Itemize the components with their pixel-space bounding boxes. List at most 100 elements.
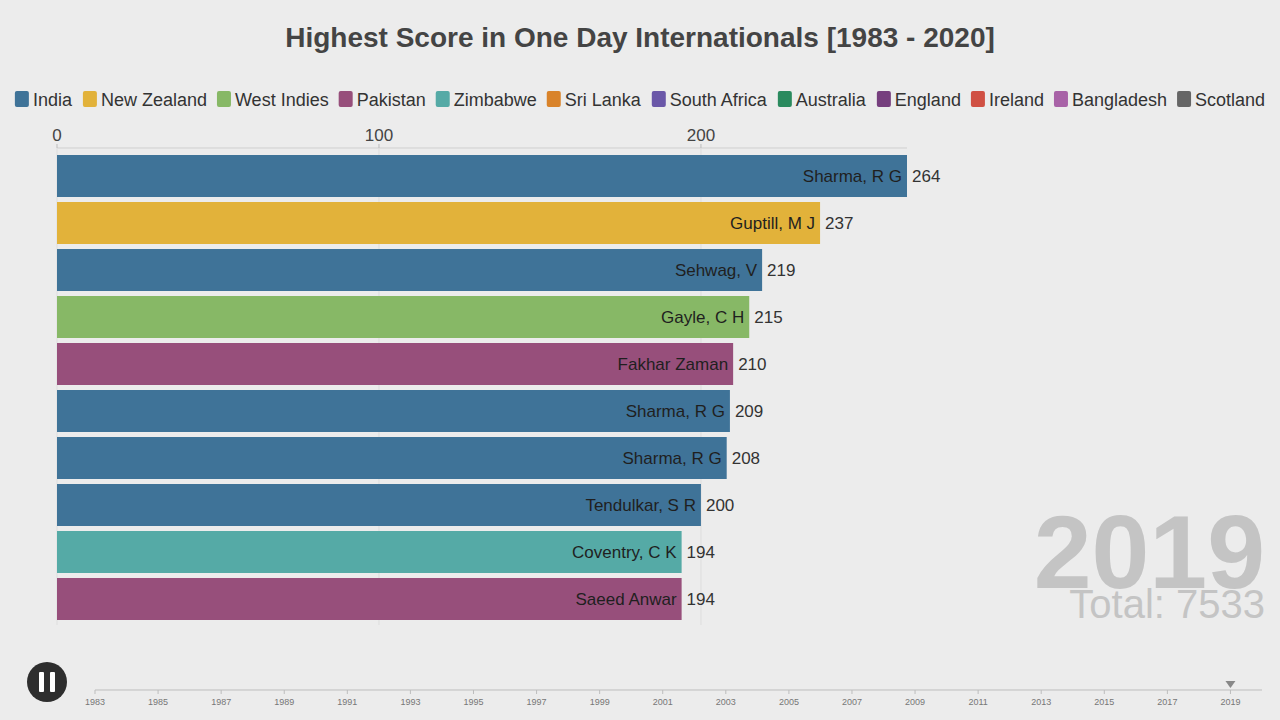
labels: Sharma, R G 264 Guptill, M J 237 Sehwag, V 21… bbox=[572, 167, 940, 609]
pause-bar bbox=[50, 672, 55, 692]
legend-label: Sri Lanka bbox=[565, 90, 642, 110]
timeline-label: 1993 bbox=[400, 697, 420, 707]
legend-label: Ireland bbox=[989, 90, 1044, 110]
legend-swatch bbox=[877, 91, 891, 107]
total-label: Total: 7533 bbox=[1069, 582, 1265, 626]
timeline-tick bbox=[473, 690, 474, 694]
timeline-label: 2005 bbox=[779, 697, 799, 707]
x-axis-line bbox=[57, 148, 907, 149]
data-label: 208 bbox=[732, 449, 760, 468]
play-button-bg[interactable] bbox=[27, 662, 67, 702]
timeline-label: 2011 bbox=[968, 697, 987, 707]
timeline-tick bbox=[915, 690, 916, 694]
timeline-tick bbox=[599, 690, 600, 694]
timeline-tick bbox=[221, 690, 222, 694]
timeline-tick bbox=[1167, 690, 1168, 694]
timeline-tick bbox=[158, 690, 159, 694]
legend-item: Bangladesh bbox=[1054, 90, 1167, 110]
legend-item: Pakistan bbox=[339, 90, 426, 110]
legend-item: Scotland bbox=[1177, 90, 1265, 110]
bar bbox=[57, 155, 907, 197]
timeline-label: 2001 bbox=[653, 697, 673, 707]
play-button[interactable] bbox=[27, 662, 67, 702]
bar bbox=[57, 390, 730, 432]
legend-label: Scotland bbox=[1195, 90, 1265, 110]
bar bbox=[57, 578, 682, 620]
timeline-label: 1985 bbox=[148, 697, 168, 707]
legend-item: West Indies bbox=[217, 90, 329, 110]
timeline-tick bbox=[95, 690, 96, 694]
data-label: 219 bbox=[767, 261, 795, 280]
category-label: Sehwag, V bbox=[675, 261, 758, 280]
legend-item: Australia bbox=[778, 90, 867, 110]
timeline-label: 2013 bbox=[1031, 697, 1051, 707]
bar bbox=[57, 343, 733, 385]
timeline-tick bbox=[851, 690, 852, 694]
data-label: 194 bbox=[687, 590, 715, 609]
timeline-tick bbox=[978, 690, 979, 694]
legend-label: New Zealand bbox=[101, 90, 207, 110]
timeline-label: 2015 bbox=[1094, 697, 1114, 707]
timeline-tick bbox=[1230, 690, 1231, 694]
timeline-label: 2009 bbox=[905, 697, 925, 707]
legend-swatch bbox=[217, 91, 231, 107]
category-label: Tendulkar, S R bbox=[585, 496, 696, 515]
legend-swatch bbox=[15, 91, 29, 107]
category-label: Fakhar Zaman bbox=[618, 355, 729, 374]
category-label: Guptill, M J bbox=[730, 214, 815, 233]
legend-swatch bbox=[971, 91, 985, 107]
timeline-tick bbox=[284, 690, 285, 694]
timeline-label: 2003 bbox=[716, 697, 736, 707]
timeline-label: 1983 bbox=[85, 697, 105, 707]
timeline-tick bbox=[410, 690, 411, 694]
legend-swatch bbox=[652, 91, 666, 107]
legend-label: India bbox=[33, 90, 73, 110]
bar bbox=[57, 296, 749, 338]
legend-label: Zimbabwe bbox=[454, 90, 537, 110]
timeline-tick bbox=[347, 690, 348, 694]
data-label: 264 bbox=[912, 167, 940, 186]
timeline-label: 2007 bbox=[842, 697, 862, 707]
category-label: Sharma, R G bbox=[622, 449, 721, 468]
timeline-tick bbox=[662, 690, 663, 694]
legend-item: Sri Lanka bbox=[547, 90, 642, 110]
legend-item: India bbox=[15, 90, 73, 110]
timeline-label: 1995 bbox=[463, 697, 483, 707]
timeline-label: 1989 bbox=[274, 697, 294, 707]
bar bbox=[57, 202, 820, 244]
legend-label: Australia bbox=[796, 90, 867, 110]
bar bbox=[57, 249, 762, 291]
timeline-marker[interactable] bbox=[1225, 681, 1235, 688]
category-label: Sharma, R G bbox=[626, 402, 725, 421]
timeline-label: 1991 bbox=[337, 697, 357, 707]
tick-label: 100 bbox=[365, 126, 393, 145]
data-label: 237 bbox=[825, 214, 853, 233]
data-label: 210 bbox=[738, 355, 766, 374]
legend-swatch bbox=[1177, 91, 1191, 107]
category-label: Gayle, C H bbox=[661, 308, 744, 327]
timeline-label: 2017 bbox=[1157, 697, 1177, 707]
timeline-label: 1999 bbox=[590, 697, 610, 707]
bar bbox=[57, 484, 701, 526]
timeline-label: 1997 bbox=[527, 697, 547, 707]
legend-swatch bbox=[83, 91, 97, 107]
legend-item: South Africa bbox=[652, 90, 768, 110]
timeline-label: 2019 bbox=[1220, 697, 1240, 707]
timeline-tick bbox=[725, 690, 726, 694]
data-label: 200 bbox=[706, 496, 734, 515]
legend-swatch bbox=[547, 91, 561, 107]
legend-label: Bangladesh bbox=[1072, 90, 1167, 110]
tick-label: 200 bbox=[687, 126, 715, 145]
legend: India New Zealand West Indies Pakistan Zimba… bbox=[15, 90, 1265, 110]
bar bbox=[57, 531, 682, 573]
legend-swatch bbox=[436, 91, 450, 107]
legend-label: England bbox=[895, 90, 961, 110]
category-label: Saeed Anwar bbox=[575, 590, 676, 609]
chart: Highest Score in One Day Internationals … bbox=[0, 0, 1280, 720]
bars bbox=[57, 155, 907, 620]
data-label: 194 bbox=[687, 543, 715, 562]
timeline-label: 1987 bbox=[211, 697, 231, 707]
legend-item: England bbox=[877, 90, 961, 110]
legend-swatch bbox=[339, 91, 353, 107]
legend-label: South Africa bbox=[670, 90, 768, 110]
